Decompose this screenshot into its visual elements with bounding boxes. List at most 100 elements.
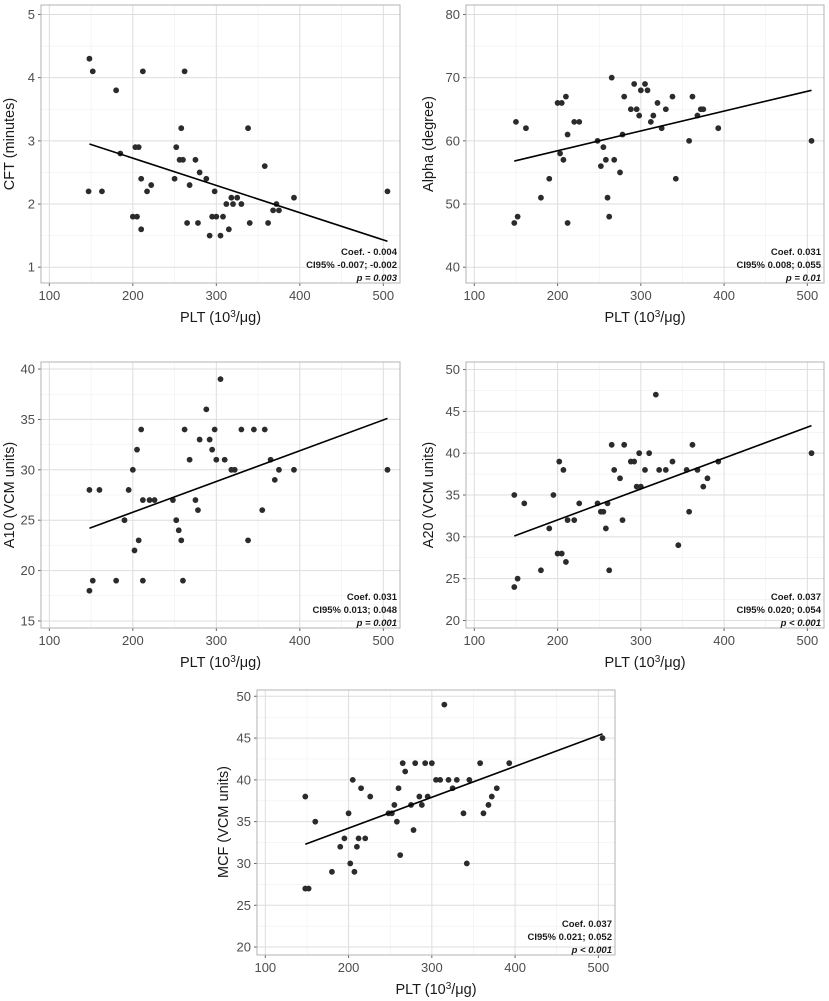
data-point [139, 577, 146, 584]
data-point [637, 87, 644, 94]
data-point [173, 517, 180, 524]
data-point [203, 175, 210, 182]
panel-border [465, 361, 825, 629]
data-point [611, 156, 618, 163]
data-point [647, 118, 654, 125]
data-point [611, 467, 618, 473]
stat-coefficient: Coef. 0.037 [562, 919, 612, 930]
y-tick-label: 20 [237, 940, 251, 955]
x-tick-label: 300 [205, 288, 227, 303]
x-tick-label: 200 [547, 288, 569, 303]
data-point [700, 106, 707, 113]
data-point [384, 466, 391, 473]
data-point [606, 567, 613, 574]
data-point [511, 220, 518, 226]
data-point [571, 517, 578, 523]
x-tick-label: 300 [630, 288, 652, 303]
data-point [209, 213, 216, 220]
data-point [271, 476, 278, 483]
y-tick-label: 20 [21, 563, 35, 578]
y-axis-title: MCF (VCM units) [216, 766, 232, 878]
y-tick-label: 35 [21, 412, 35, 427]
data-point [220, 213, 226, 220]
x-tick-label: 200 [547, 633, 569, 648]
data-point [209, 446, 216, 453]
data-point [206, 232, 213, 239]
stat-coefficient: Coef. - 0.004 [341, 247, 398, 258]
data-point [134, 446, 140, 453]
data-point [86, 55, 93, 62]
y-tick-label: 15 [21, 613, 35, 628]
y-axis-title: Alpha (degree) [421, 96, 437, 192]
data-point [270, 207, 276, 214]
regression-line [514, 424, 812, 537]
data-point [564, 131, 571, 138]
data-point [217, 232, 224, 239]
data-point [617, 475, 623, 482]
data-point [135, 144, 142, 151]
data-point [675, 542, 682, 549]
stat-p-value: p = 0.003 [356, 273, 398, 284]
data-point [151, 497, 158, 503]
data-point [312, 818, 319, 825]
data-point [488, 793, 495, 800]
data-point [617, 169, 623, 176]
stat-ci95: CI95% 0.013; 0.048 [312, 605, 397, 616]
data-point [631, 81, 638, 87]
chart-panel-a20: 100 200 300 400 500 20 25 30 35 40 45 50 Coef. 0.037… [421, 361, 825, 671]
data-point [642, 467, 648, 473]
data-point [291, 466, 297, 473]
data-point [662, 106, 669, 113]
data-point [480, 810, 487, 817]
data-point [669, 458, 676, 465]
data-point [96, 487, 103, 493]
data-point [85, 188, 92, 195]
y-tick-label: 25 [446, 571, 460, 586]
data-point [213, 213, 220, 220]
x-tick-label: 300 [630, 633, 652, 648]
data-point [416, 793, 423, 800]
data-point [265, 220, 271, 226]
data-point [511, 584, 518, 590]
data-point [138, 175, 145, 182]
x-tick-label: 100 [254, 960, 276, 975]
data-point [557, 150, 563, 157]
panel-border [40, 4, 401, 284]
data-point [602, 525, 609, 532]
y-tick-label: 20 [446, 613, 460, 628]
data-point [230, 201, 236, 207]
data-point [89, 577, 96, 584]
data-point [485, 802, 492, 808]
data-point [173, 144, 180, 151]
data-point [453, 776, 460, 783]
data-point [146, 497, 153, 503]
data-point [576, 118, 583, 125]
data-point [808, 450, 815, 457]
data-point [367, 793, 374, 800]
data-point [139, 68, 146, 75]
data-point [261, 163, 268, 170]
data-point [514, 575, 521, 582]
data-point [171, 175, 178, 182]
data-point [700, 483, 707, 490]
data-point [113, 87, 120, 94]
y-tick-label: 50 [446, 197, 460, 212]
x-tick-label: 500 [372, 633, 394, 648]
x-tick-label: 200 [338, 960, 360, 975]
data-point [305, 885, 312, 892]
data-point [195, 220, 201, 226]
data-point [646, 450, 653, 457]
regression-line [305, 733, 603, 845]
x-tick-label: 400 [713, 633, 735, 648]
data-point [652, 391, 659, 398]
stat-p-value: p < 0.001 [780, 618, 821, 629]
data-point [686, 137, 693, 144]
y-tick-label: 40 [21, 362, 35, 377]
x-tick-label: 500 [796, 633, 818, 648]
data-point [246, 220, 253, 226]
data-point [672, 175, 679, 182]
data-point [402, 768, 409, 775]
y-tick-label: 35 [446, 488, 460, 503]
data-point [546, 175, 553, 182]
y-tick-label: 40 [446, 446, 460, 461]
